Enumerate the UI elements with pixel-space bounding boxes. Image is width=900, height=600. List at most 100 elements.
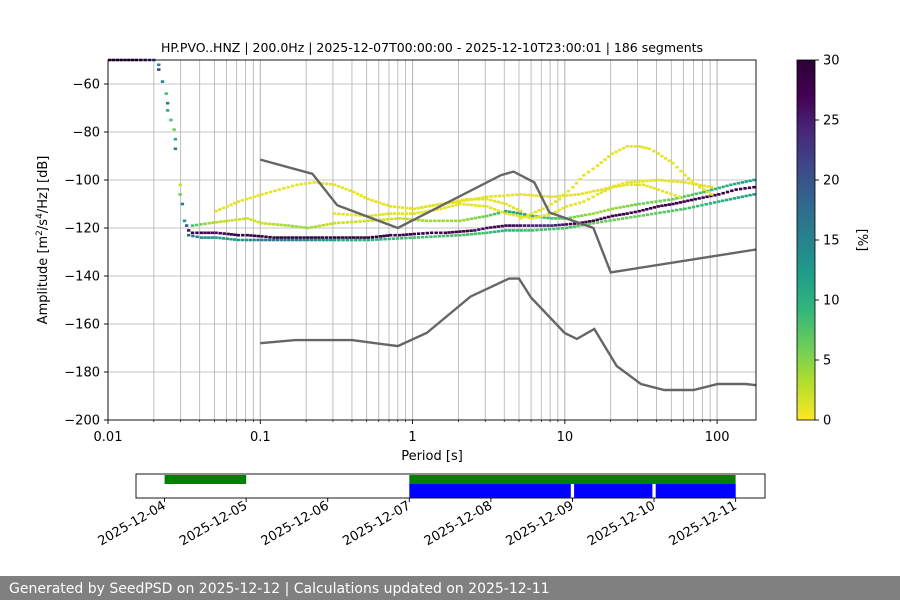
heatmap-cell	[345, 238, 350, 242]
heatmap-cell	[388, 205, 393, 208]
heatmap-cell	[354, 213, 358, 217]
y-label-sup-2: 4	[35, 213, 45, 219]
heatmap-cell	[553, 210, 558, 214]
heatmap-cell	[180, 202, 185, 206]
heatmap-cell	[388, 212, 393, 215]
heatmap-cell	[496, 211, 501, 215]
heatmap-cell	[511, 229, 516, 232]
heatmap-cell	[656, 152, 660, 155]
heatmap-cell	[279, 238, 283, 242]
heatmap-cell	[379, 238, 383, 241]
heatmap-cell	[496, 200, 501, 204]
heatmap-cell	[633, 210, 637, 214]
heatmap-cell	[519, 217, 523, 220]
heatmap-cell	[584, 213, 588, 217]
heatmap-cell	[612, 218, 616, 222]
heatmap-cell	[344, 187, 348, 191]
heatmap-cell	[195, 223, 199, 227]
heatmap-cell	[604, 219, 608, 223]
heatmap-cell	[625, 183, 629, 187]
heatmap-cell	[595, 164, 600, 167]
heatmap-cell	[752, 185, 756, 189]
heatmap-cell	[282, 187, 286, 190]
heatmap-cell	[496, 225, 501, 228]
heatmap-cell	[348, 236, 352, 239]
heatmap-cell	[267, 222, 272, 226]
heatmap-cell	[405, 233, 409, 236]
heatmap-cell	[580, 223, 584, 227]
heatmap-cell	[671, 180, 676, 183]
heatmap-cell	[375, 238, 379, 241]
heatmap-cell	[523, 229, 527, 232]
heatmap-cell	[244, 238, 248, 242]
heatmap-cell	[439, 202, 443, 206]
heatmap-cell	[337, 212, 341, 216]
heatmap-cell	[534, 224, 539, 227]
timeline-tick-label: 2025-12-04	[96, 498, 169, 549]
heatmap-cell	[511, 224, 516, 227]
probability-heatmap	[108, 58, 756, 242]
heatmap-cell	[195, 235, 199, 239]
heatmap-cell	[287, 224, 291, 227]
data-availability-timeline: 2025-12-04 2025-12-05 2025-12-06 2025-12-07…	[96, 473, 766, 549]
heatmap-cell	[694, 192, 698, 196]
heatmap-cell	[405, 217, 409, 221]
heatmap-cell	[702, 190, 706, 194]
heatmap-cell	[191, 234, 195, 238]
heatmap-cell	[362, 238, 366, 242]
heatmap-cell	[416, 232, 421, 235]
y-tick-label: −80	[73, 126, 100, 141]
heatmap-cell	[492, 199, 497, 203]
heatmap-cell	[378, 235, 383, 238]
heatmap-cell	[683, 173, 687, 177]
heatmap-cell	[381, 202, 385, 206]
heatmap-cell	[473, 229, 477, 232]
heatmap-cell	[603, 158, 607, 161]
heatmap-cell	[309, 238, 314, 242]
heatmap-cell	[182, 219, 187, 223]
heatmap-cell	[729, 183, 733, 187]
heatmap-cell	[546, 213, 550, 216]
heatmap-cell	[237, 218, 242, 221]
heatmap-cell	[717, 193, 721, 196]
heatmap-cell	[481, 227, 485, 231]
heatmap-cell	[324, 182, 329, 186]
heatmap-cell	[725, 184, 729, 188]
heatmap-cell	[349, 220, 354, 224]
heatmap-cell	[504, 209, 508, 213]
heatmap-cell	[157, 68, 161, 71]
colorbar-ticks: 0 5 10 15 20 25 30	[815, 54, 840, 429]
heatmap-cell	[302, 226, 306, 229]
heatmap-cell	[542, 214, 546, 217]
heatmap-cell	[184, 224, 189, 227]
heatmap-cell	[748, 179, 752, 183]
heatmap-cell	[420, 219, 425, 222]
heatmap-cell	[678, 201, 683, 204]
heatmap-cell	[294, 225, 299, 228]
heatmap-cell	[481, 204, 485, 208]
heatmap-cell	[599, 217, 603, 221]
heatmap-cell	[473, 232, 478, 236]
heatmap-cell	[546, 195, 550, 198]
heatmap-cell	[649, 185, 653, 189]
y-label-sup-1: 2	[35, 230, 45, 236]
heatmap-cell	[637, 209, 641, 213]
heatmap-cell	[186, 229, 191, 232]
heatmap-cell	[416, 236, 421, 239]
heatmap-cell	[667, 198, 671, 202]
heatmap-cell	[378, 218, 382, 222]
heatmap-cell	[390, 217, 394, 221]
heatmap-cell	[732, 197, 737, 200]
heatmap-cell	[694, 183, 699, 186]
heatmap-cell	[561, 206, 565, 210]
heatmap-cell	[435, 203, 439, 206]
heatmap-cell	[647, 147, 652, 151]
heatmap-cell	[724, 198, 729, 202]
heatmap-cell	[240, 199, 245, 202]
heatmap-cell	[260, 221, 264, 225]
heatmap-cell	[275, 223, 279, 226]
heatmap-cell	[519, 193, 523, 196]
heatmap-cell	[232, 238, 237, 241]
heatmap-cell	[660, 154, 664, 158]
heatmap-cell	[451, 230, 455, 234]
